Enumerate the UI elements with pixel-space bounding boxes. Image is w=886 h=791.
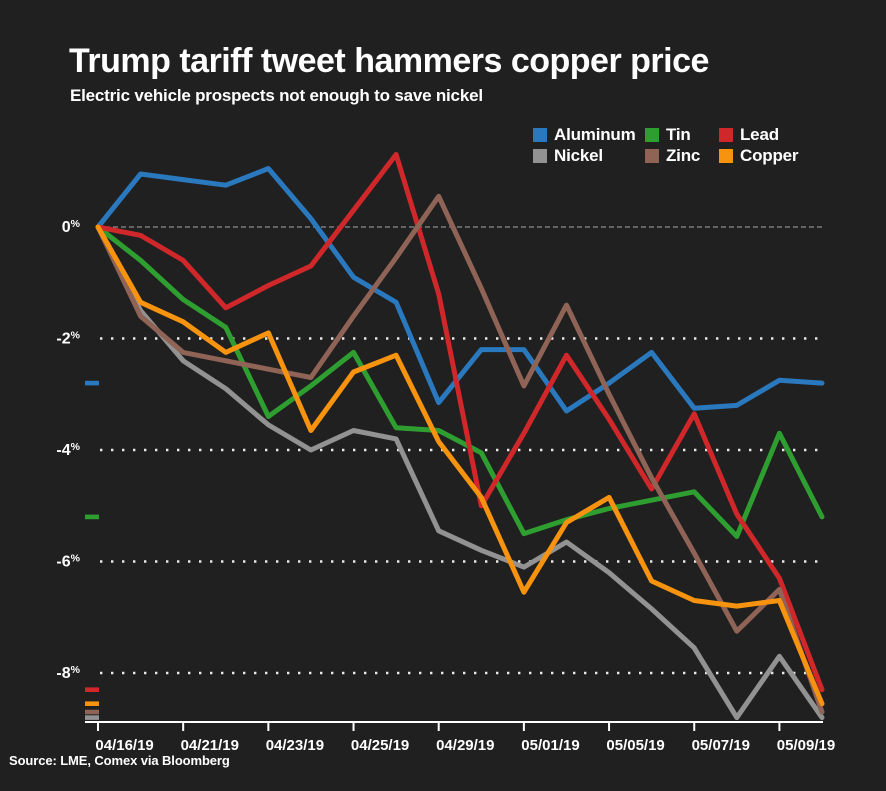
legend-swatch-aluminum <box>533 127 547 142</box>
legend-item-aluminum: Aluminum <box>533 124 645 145</box>
y-axis-label: -8% <box>56 664 80 682</box>
source-credit: Source: LME, Comex via Bloomberg <box>9 753 230 768</box>
x-axis-label: 04/29/19 <box>436 737 494 754</box>
y-axis-label: -2% <box>56 330 80 348</box>
x-axis-label: 04/25/19 <box>351 737 409 754</box>
final-value-dash-aluminum <box>85 380 99 386</box>
series-line-tin <box>95 224 825 539</box>
page-title: Trump tariff tweet hammers copper price <box>69 42 709 80</box>
final-value-dash-tin <box>85 514 99 520</box>
final-value-dash-copper <box>85 701 99 706</box>
series-line-nickel <box>95 224 825 721</box>
legend-swatch-tin <box>645 127 659 142</box>
page-subtitle: Electric vehicle prospects not enough to… <box>70 86 483 105</box>
series-line-zinc <box>95 193 825 715</box>
final-value-dash-lead <box>85 687 99 692</box>
legend-item-lead: Lead <box>719 124 819 145</box>
x-axis-label: 05/01/19 <box>521 737 579 754</box>
y-axis-label: -4% <box>56 441 80 459</box>
x-axis-label: 04/23/19 <box>266 737 324 754</box>
legend-item-zinc: Zinc <box>645 145 719 166</box>
y-axis-label: -6% <box>56 553 80 571</box>
legend-label-lead: Lead <box>740 124 779 144</box>
final-value-dash-zinc <box>85 709 99 715</box>
series-line-copper <box>95 224 825 707</box>
series-line-lead <box>95 152 825 693</box>
x-axis-label: 05/07/19 <box>692 737 750 754</box>
legend-swatch-zinc <box>645 148 659 163</box>
legend: Aluminum Tin Lead Nickel Zinc Copper <box>533 124 819 166</box>
y-axis-label: 0% <box>62 218 81 236</box>
x-axis-label: 04/21/19 <box>181 737 239 754</box>
x-axis-label: 04/16/19 <box>95 737 153 754</box>
legend-item-tin: Tin <box>645 124 719 145</box>
legend-swatch-nickel <box>533 148 547 163</box>
legend-swatch-lead <box>719 127 733 142</box>
legend-swatch-copper <box>719 148 733 163</box>
series-line-aluminum <box>95 166 825 414</box>
legend-item-nickel: Nickel <box>533 145 645 166</box>
legend-label-copper: Copper <box>740 145 799 165</box>
x-axis-label: 05/09/19 <box>777 737 835 754</box>
final-value-dash-nickel <box>85 715 99 720</box>
legend-label-tin: Tin <box>666 124 691 144</box>
x-axis-label: 05/05/19 <box>606 737 664 754</box>
legend-label-zinc: Zinc <box>666 145 701 165</box>
legend-label-aluminum: Aluminum <box>554 124 636 144</box>
legend-item-copper: Copper <box>719 145 819 166</box>
legend-label-nickel: Nickel <box>554 145 603 165</box>
